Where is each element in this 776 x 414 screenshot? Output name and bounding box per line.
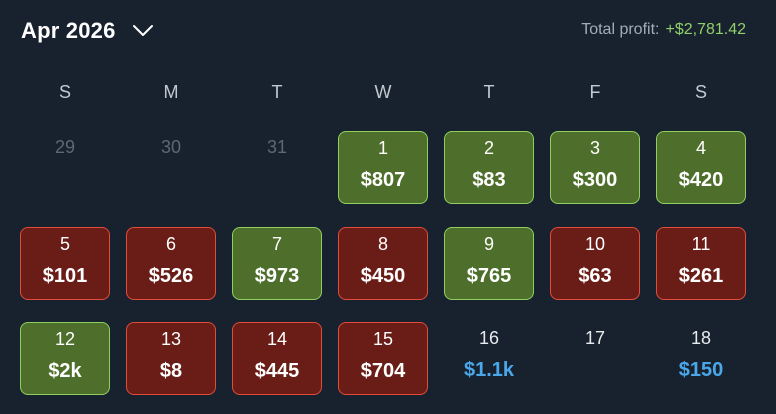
day-number: 11 xyxy=(691,234,711,254)
day-number: 29 xyxy=(54,137,76,157)
day-number: 4 xyxy=(695,138,706,158)
weekday-label: M xyxy=(163,82,179,102)
day-number: 18 xyxy=(690,328,712,348)
day-cell-13[interactable]: 13 $8 xyxy=(126,322,216,395)
weekday-label: W xyxy=(374,82,392,102)
day-cell-16[interactable]: 16 $1.1k xyxy=(444,322,534,395)
day-cell-5[interactable]: 5 $101 xyxy=(20,227,110,300)
day-cell-12[interactable]: 12 $2k xyxy=(20,322,110,395)
weekday-label: T xyxy=(483,82,495,102)
day-amount: $973 xyxy=(254,265,300,287)
day-number: 14 xyxy=(266,329,288,349)
day-cell-10[interactable]: 10 $63 xyxy=(550,227,640,300)
weekday-header-row: S M T W T F S xyxy=(0,82,776,104)
calendar-header: Apr 2026 Total profit: +$2,781.42 xyxy=(0,0,776,60)
weekday-label: T xyxy=(271,82,283,102)
day-amount: $101 xyxy=(42,265,88,287)
day-amount: $450 xyxy=(360,265,406,287)
day-number: 15 xyxy=(372,329,394,349)
day-amount: $420 xyxy=(678,169,724,191)
day-cell-6[interactable]: 6 $526 xyxy=(126,227,216,300)
day-number: 12 xyxy=(54,329,76,349)
day-amount: $704 xyxy=(360,360,406,382)
day-number: 17 xyxy=(584,328,606,348)
day-number: 8 xyxy=(377,234,388,254)
day-number: 30 xyxy=(160,137,182,157)
day-cell-11[interactable]: 11 $261 xyxy=(656,227,746,300)
total-profit-value: +$2,781.42 xyxy=(665,21,746,38)
day-cell-8[interactable]: 8 $450 xyxy=(338,227,428,300)
day-cell-2[interactable]: 2 $83 xyxy=(444,131,534,204)
day-amount: $8 xyxy=(159,360,183,382)
day-cell-3[interactable]: 3 $300 xyxy=(550,131,640,204)
day-number: 13 xyxy=(160,329,182,349)
chevron-down-icon[interactable] xyxy=(132,24,154,38)
day-cell-29: 29 xyxy=(20,131,110,204)
day-amount: $765 xyxy=(466,265,512,287)
weekday-label: S xyxy=(58,82,71,102)
day-cell-15[interactable]: 15 $704 xyxy=(338,322,428,395)
day-number: 10 xyxy=(584,234,606,254)
day-amount: $445 xyxy=(254,360,300,382)
day-cell-4[interactable]: 4 $420 xyxy=(656,131,746,204)
day-amount: $300 xyxy=(572,169,618,191)
day-amount: $83 xyxy=(472,169,506,191)
day-number: 6 xyxy=(165,234,176,254)
day-number: 16 xyxy=(478,328,500,348)
day-amount: $261 xyxy=(678,265,724,287)
day-cell-31: 31 xyxy=(232,131,322,204)
total-profit: Total profit: +$2,781.42 xyxy=(581,20,746,40)
day-number: 9 xyxy=(483,234,494,254)
month-selector[interactable]: Apr 2026 xyxy=(21,16,154,46)
day-number: 7 xyxy=(271,234,282,254)
day-number: 1 xyxy=(377,138,388,158)
day-amount: $2k xyxy=(48,360,82,382)
day-cell-17[interactable]: 17 xyxy=(550,322,640,395)
day-amount: $63 xyxy=(578,265,612,287)
day-amount: $807 xyxy=(360,169,406,191)
day-cell-7[interactable]: 7 $973 xyxy=(232,227,322,300)
day-number: 5 xyxy=(59,234,70,254)
day-number: 31 xyxy=(266,137,288,157)
day-amount: $526 xyxy=(148,265,194,287)
day-cell-18[interactable]: 18 $150 xyxy=(656,322,746,395)
weekday-label: S xyxy=(694,82,707,102)
weekday-label: F xyxy=(589,82,601,102)
day-cell-30: 30 xyxy=(126,131,216,204)
day-cell-9[interactable]: 9 $765 xyxy=(444,227,534,300)
day-cell-1[interactable]: 1 $807 xyxy=(338,131,428,204)
total-profit-label: Total profit: xyxy=(581,21,660,38)
day-cell-14[interactable]: 14 $445 xyxy=(232,322,322,395)
day-number: 3 xyxy=(589,138,600,158)
day-amount: $150 xyxy=(678,359,724,381)
day-number: 2 xyxy=(483,138,494,158)
day-amount: $1.1k xyxy=(463,359,515,381)
month-label: Apr 2026 xyxy=(21,18,116,43)
